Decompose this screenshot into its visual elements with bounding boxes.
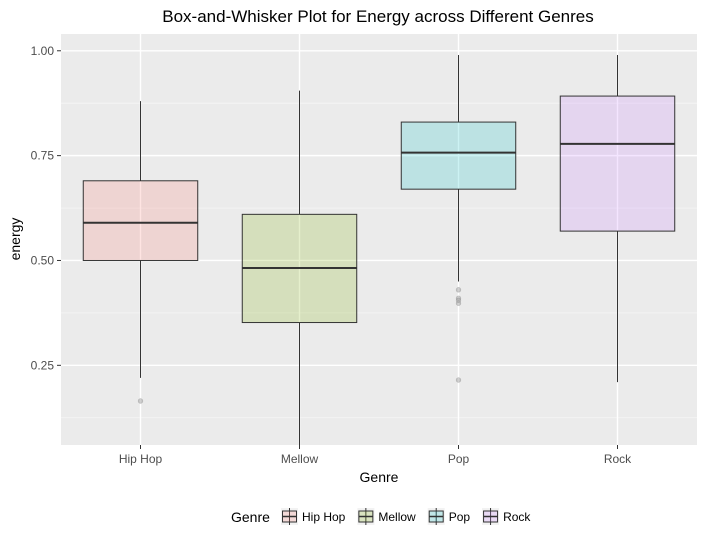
box-rect <box>82 180 199 261</box>
x-tick-label: Pop <box>448 452 470 466</box>
legend-label: Hip Hop <box>302 510 346 524</box>
x-tick-label: Mellow <box>281 452 319 466</box>
y-tick-label: 1.00 <box>31 44 55 58</box>
box-hip-hop <box>82 101 199 404</box>
outlier-point <box>137 398 144 404</box>
box-plot-series <box>82 54 676 448</box>
legend-item-mellow: Mellow <box>357 508 416 525</box>
chart-title: Box-and-Whisker Plot for Energy across D… <box>162 7 593 26</box>
box-rock <box>559 54 676 383</box>
legend-label: Rock <box>503 510 531 524</box>
box-pop <box>400 54 517 383</box>
y-tick-label: 0.75 <box>31 149 55 163</box>
x-tick-label: Rock <box>604 452 632 466</box>
plot-panel <box>61 34 697 445</box>
y-tick-label: 0.50 <box>31 253 55 267</box>
legend-label: Mellow <box>378 510 416 524</box>
outlier-point <box>455 377 462 383</box>
box-rect <box>400 121 517 190</box>
x-tick-label: Hip Hop <box>119 452 163 466</box>
legend: Genre Hip Hop Mellow Pop Rock <box>231 508 531 525</box>
legend-item-hip-hop: Hip Hop <box>281 508 346 525</box>
legend-label: Pop <box>449 510 471 524</box>
x-axis-title: Genre <box>360 469 399 485</box>
box-rect <box>559 95 676 232</box>
outlier-point <box>455 300 462 306</box>
y-axis-title: energy <box>7 218 23 261</box>
box-mellow <box>241 90 358 448</box>
legend-item-pop: Pop <box>427 508 471 525</box>
outlier-point <box>455 287 462 293</box>
axes: 0.25 0.50 0.75 1.00 Hip Hop Mellow Pop Rock <box>31 44 633 466</box>
y-tick-label: 0.25 <box>31 358 55 372</box>
legend-item-rock: Rock <box>482 508 531 525</box>
legend-title: Genre <box>231 509 270 525</box>
